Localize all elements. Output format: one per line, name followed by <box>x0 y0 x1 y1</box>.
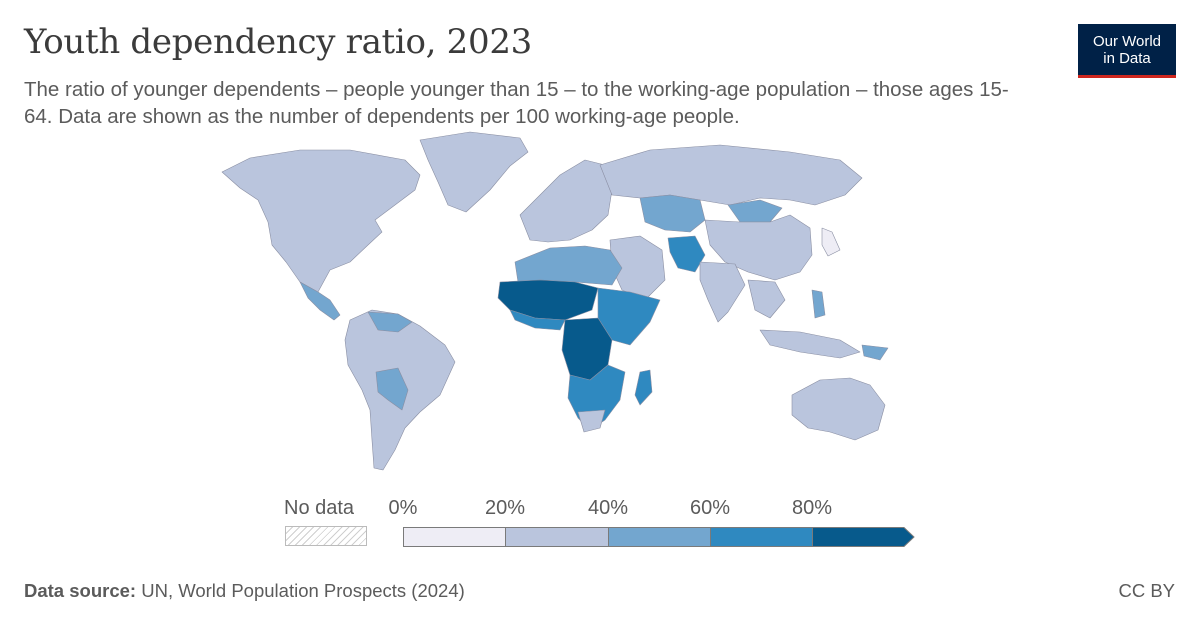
region-europe[interactable] <box>519 159 613 243</box>
no-data-swatch <box>285 526 367 546</box>
region-india[interactable] <box>699 261 746 323</box>
region-japan[interactable] <box>821 227 841 257</box>
license-link[interactable]: CC BY <box>1118 580 1175 601</box>
region-mongolia[interactable] <box>727 199 783 223</box>
data-source-link[interactable]: UN, World Population Prospects (2024) <box>141 580 465 601</box>
data-source-label: Data source: <box>24 580 137 601</box>
legend-bin-0-20[interactable] <box>403 527 506 547</box>
region-southeast-asia[interactable] <box>747 279 786 319</box>
region-sahel[interactable] <box>497 279 599 321</box>
legend-tick-80: 80% <box>791 497 833 519</box>
legend-tick-0: 0% <box>388 497 418 519</box>
region-north-america[interactable] <box>221 149 421 293</box>
legend-bin-40-60[interactable] <box>608 527 711 547</box>
region-central-asia[interactable] <box>639 194 706 233</box>
region-bolivia-paraguay[interactable] <box>375 367 409 411</box>
legend-tick-60: 60% <box>689 497 731 519</box>
owid-logo[interactable]: Our World in Data <box>1078 24 1176 78</box>
region-west-africa-coast[interactable] <box>509 309 566 331</box>
chart-title: Youth dependency ratio, 2023 <box>24 22 533 62</box>
region-philippines[interactable] <box>811 289 826 319</box>
region-australia[interactable] <box>791 377 886 441</box>
legend-bin-80-plus[interactable] <box>812 527 916 547</box>
region-north-africa[interactable] <box>514 245 623 286</box>
region-south-africa[interactable] <box>577 409 606 433</box>
data-source: Data source: UN, World Population Prospe… <box>24 580 465 602</box>
legend-bin-60-80[interactable] <box>710 527 813 547</box>
region-venezuela-guyana[interactable] <box>367 311 413 333</box>
logo-line-1: Our World <box>1092 32 1162 50</box>
region-madagascar[interactable] <box>634 369 653 406</box>
region-papua-new-guinea[interactable] <box>861 344 889 361</box>
region-central-america[interactable] <box>299 281 341 321</box>
no-data-label: No data <box>284 497 355 519</box>
region-greenland[interactable] <box>419 131 529 213</box>
region-russia[interactable] <box>599 144 863 206</box>
legend-bin-20-40[interactable] <box>505 527 609 547</box>
legend-tick-40: 40% <box>587 497 629 519</box>
world-map[interactable] <box>200 125 890 475</box>
region-afghanistan-pakistan[interactable] <box>667 235 706 273</box>
region-indonesia[interactable] <box>759 329 861 359</box>
legend-tick-20: 20% <box>484 497 526 519</box>
chart-subtitle: The ratio of younger dependents – people… <box>24 78 1009 128</box>
logo-line-2: in Data <box>1103 49 1151 67</box>
